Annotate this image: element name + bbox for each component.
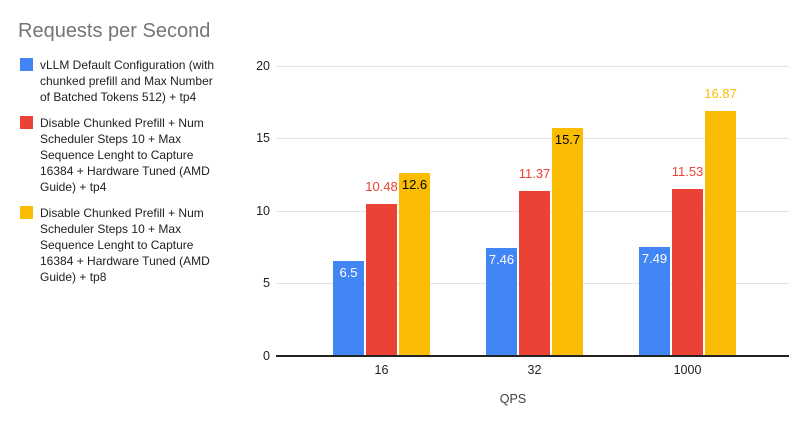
category-label: 16: [374, 363, 389, 377]
value-label: 7.46: [488, 251, 515, 267]
bar-series-3-group-1: [399, 173, 430, 356]
value-label: 7.49: [641, 251, 668, 267]
y-tick-label: 0: [263, 348, 270, 363]
bar-series-1-group-3: [639, 247, 670, 356]
legend-swatch: [20, 116, 33, 129]
legend-item-label: Disable Chunked Prefill + Num Scheduler …: [40, 206, 210, 284]
bar-series-3-group-2: [552, 128, 583, 356]
legend-swatch: [20, 58, 33, 71]
value-label: 12.6: [401, 177, 428, 193]
legend: vLLM Default Configuration (with chunked…: [20, 57, 230, 285]
x-axis-title: QPS: [499, 392, 527, 406]
legend-item-label: Disable Chunked Prefill + Num Scheduler …: [40, 116, 210, 194]
value-label: 6.5: [339, 265, 358, 281]
value-label: 10.48: [365, 178, 398, 194]
bar-series-2-group-1: [366, 203, 397, 356]
value-label: 11.37: [518, 165, 551, 181]
legend-item-2: Disable Chunked Prefill + Num Scheduler …: [20, 115, 230, 195]
legend-item-label: vLLM Default Configuration (with chunked…: [40, 58, 215, 104]
y-tick-label: 10: [256, 203, 270, 218]
category-label: 32: [527, 363, 542, 377]
value-label: 11.53: [671, 163, 704, 179]
bar-series-2-group-2: [519, 190, 550, 356]
chart-title: Requests per Second: [18, 20, 211, 42]
y-tick-label: 20: [256, 59, 270, 73]
legend-swatch: [20, 206, 33, 219]
gridline: [276, 66, 789, 67]
value-label: 15.7: [554, 132, 581, 148]
value-label: 16.87: [704, 86, 737, 102]
y-tick-label: 15: [256, 131, 270, 146]
legend-item-3: Disable Chunked Prefill + Num Scheduler …: [20, 205, 230, 285]
x-axis-baseline: [276, 355, 789, 357]
category-label: 1000: [673, 363, 702, 377]
bar-series-2-group-3: [672, 188, 703, 356]
gridline: [276, 138, 789, 140]
bar-series-1-group-1: [333, 261, 364, 356]
y-tick-label: 5: [263, 276, 270, 291]
legend-item-1: vLLM Default Configuration (with chunked…: [20, 57, 230, 105]
bar-series-3-group-3: [705, 111, 736, 356]
bar-series-1-group-2: [486, 247, 517, 356]
